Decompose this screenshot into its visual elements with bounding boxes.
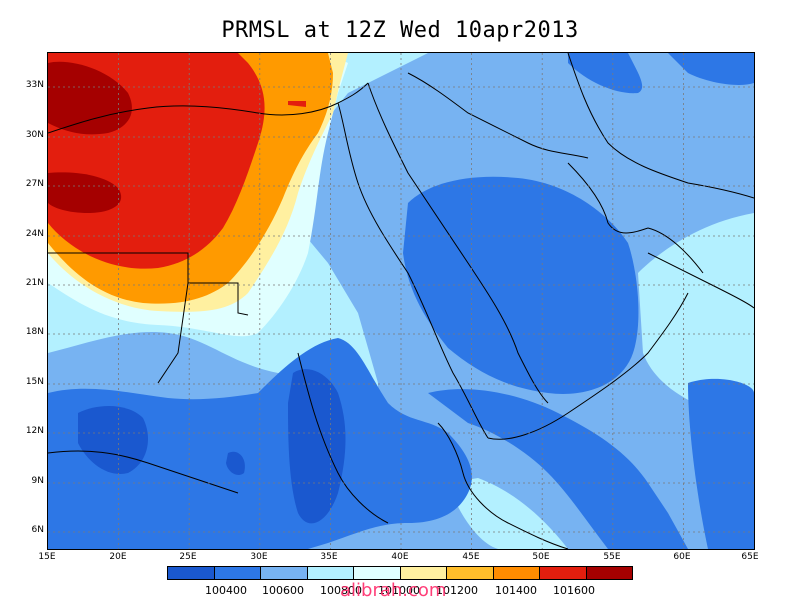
lon-label: 65E <box>741 552 759 562</box>
contour-101000-east <box>638 213 754 423</box>
contour-100600-east <box>688 378 754 549</box>
lon-label: 35E <box>320 552 338 562</box>
colorbar-swatch <box>168 567 215 579</box>
colorbar-swatch <box>400 567 447 579</box>
colorbar-label: 101200 <box>436 584 478 597</box>
contour-100600-se <box>428 389 688 549</box>
lat-label: 21N <box>25 278 44 288</box>
lat-label: 6N <box>31 525 44 535</box>
contour-darkred-north <box>48 61 132 135</box>
contour-100600-arabia <box>403 176 639 394</box>
lat-label: 24N <box>25 229 44 239</box>
colorbar-swatch <box>586 567 632 579</box>
lon-label: 45E <box>462 552 480 562</box>
lat-label: 15N <box>25 377 44 387</box>
contour-red-small <box>288 101 306 107</box>
colorbar-label: 100600 <box>262 584 304 597</box>
colorbar-swatch <box>354 567 401 579</box>
colorbar-label: 101600 <box>553 584 595 597</box>
contour-101000-south <box>448 478 568 549</box>
lon-label: 50E <box>532 552 550 562</box>
lat-label: 33N <box>25 80 44 90</box>
colorbar-swatch <box>307 567 354 579</box>
colorbar-label: 100400 <box>205 584 247 597</box>
colorbar-swatch <box>447 567 494 579</box>
colorbar-label: 101400 <box>495 584 537 597</box>
contour-100600-north <box>568 53 643 94</box>
lat-label: 30N <box>25 130 44 140</box>
lat-label: 27N <box>25 179 44 189</box>
colorbar-swatch <box>493 567 540 579</box>
watermark: alibrah.com <box>340 580 447 601</box>
colorbar-swatch <box>261 567 308 579</box>
pressure-field <box>48 53 754 549</box>
lat-label: 12N <box>25 426 44 436</box>
contour-100400-central <box>288 369 346 524</box>
lon-label: 15E <box>38 552 56 562</box>
lon-label: 40E <box>391 552 409 562</box>
map-title: PRMSL at 12Z Wed 10apr2013 <box>221 18 579 43</box>
lon-label: 30E <box>250 552 268 562</box>
colorbar-swatch <box>540 567 587 579</box>
contour-100400-small <box>226 451 245 475</box>
contour-darkred-west <box>48 172 122 213</box>
lat-label: 9N <box>31 476 44 486</box>
lon-label: 55E <box>603 552 621 562</box>
lon-label: 20E <box>109 552 127 562</box>
lon-label: 25E <box>179 552 197 562</box>
colorbar-legend <box>167 566 633 580</box>
colorbar-swatch <box>214 567 261 579</box>
lon-label: 60E <box>673 552 691 562</box>
coastlines <box>48 53 754 549</box>
colorbar-label: 101000 <box>378 584 420 597</box>
pressure-map <box>47 52 755 550</box>
contour-100600-ne <box>668 53 754 85</box>
lat-label: 18N <box>25 327 44 337</box>
colorbar-label: 100800 <box>320 584 362 597</box>
contour-100400-west <box>78 406 148 474</box>
